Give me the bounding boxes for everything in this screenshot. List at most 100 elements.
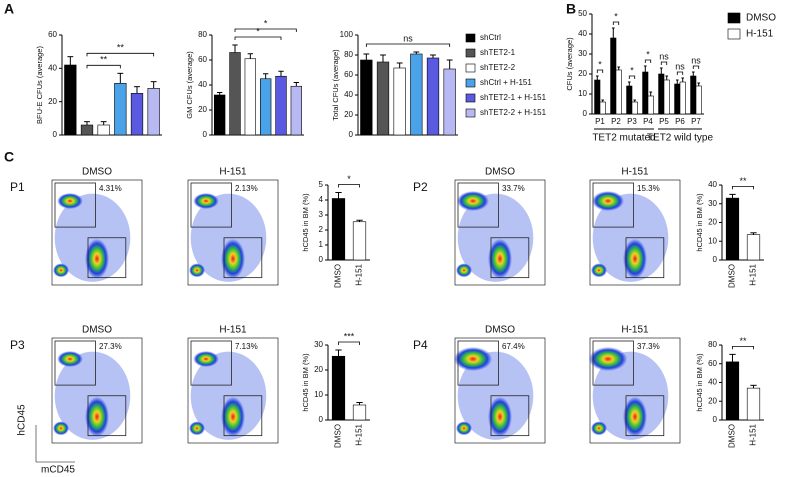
bar (259, 78, 272, 136)
significance-label: * (347, 174, 351, 184)
bar (393, 67, 406, 136)
cell-cluster (453, 347, 493, 371)
y-axis-label: Total CFUs (average) (331, 49, 340, 121)
patient-label: P3 (10, 338, 25, 352)
gate-percent: 33.7% (502, 184, 525, 193)
gate (592, 182, 634, 228)
cell-cluster (623, 396, 647, 437)
legend-swatch (465, 48, 476, 58)
cell-cluster (221, 238, 245, 279)
patient-label: P2 (413, 180, 428, 194)
panel-label: C (4, 149, 14, 165)
y-axis-label: hCD45 in BM (%) (301, 353, 310, 412)
gate-percent: 2.13% (235, 184, 258, 193)
bar (275, 75, 287, 136)
legend-swatch (465, 93, 476, 103)
cell-cluster (221, 396, 245, 437)
bar (376, 61, 390, 136)
significance-label: * (264, 18, 268, 28)
group-label: TET2 mutated (592, 133, 655, 144)
cell-cluster (591, 263, 607, 278)
y-tick-label: 100 (340, 30, 354, 39)
x-tick-label: H-151 (749, 423, 758, 445)
significance-label: ** (739, 336, 747, 346)
bar (214, 94, 226, 136)
bar (147, 88, 160, 136)
bar (331, 198, 346, 261)
y-tick-label: 0 (713, 415, 718, 424)
y-axis-label: CFUs (average) (565, 37, 574, 91)
significance-bracket (234, 28, 297, 32)
gate-percent: 37.3% (637, 342, 660, 351)
flow-y-label: hCD45 (17, 404, 28, 436)
x-tick-label: H-151 (749, 263, 758, 285)
bar (64, 64, 77, 136)
significance-bracket (86, 64, 121, 69)
panel-label: A (4, 1, 14, 17)
gate (223, 237, 263, 279)
bar (599, 101, 606, 115)
bar (594, 79, 601, 115)
axis-arrows (35, 425, 75, 463)
cell-cluster (85, 238, 109, 279)
gate (190, 340, 232, 386)
y-tick-label: 0 (319, 415, 324, 424)
y-tick-label: 60 (198, 55, 207, 64)
y-tick-label: 40 (198, 80, 207, 89)
cell-cluster (591, 421, 607, 436)
bar (352, 404, 367, 421)
y-tick-label: 5 (319, 180, 324, 189)
legend-swatch (465, 33, 476, 43)
y-tick-label: 20 (314, 365, 323, 374)
significance-label: *** (344, 331, 355, 341)
condition-label: DMSO (485, 167, 515, 178)
bar (229, 52, 241, 136)
gate (457, 182, 499, 228)
y-tick-label: 4 (319, 195, 324, 204)
flow-x-label: mCD45 (41, 465, 75, 476)
significance-bracket (732, 345, 754, 350)
bar (631, 101, 638, 115)
gate (87, 395, 127, 437)
cell-cluster (193, 193, 219, 209)
y-tick-label: 80 (344, 50, 353, 59)
cell-cluster (457, 191, 489, 211)
cell-cluster (189, 263, 205, 278)
y-axis-label: GM CFUs (average) (185, 51, 194, 119)
significance-bracket (338, 184, 360, 188)
y-tick-label: 80 (708, 340, 717, 349)
bar (331, 355, 346, 421)
legend-label: DMSO (746, 13, 776, 24)
y-axis-label: hCD45 in BM (%) (695, 353, 704, 412)
cell-cluster (488, 396, 512, 437)
x-tick-label: P1 (595, 117, 605, 126)
cell-cluster (53, 263, 69, 278)
y-tick-label: 30 (578, 49, 587, 58)
x-tick-label: DMSO (334, 264, 343, 288)
gate (54, 340, 96, 386)
y-tick-label: 20 (344, 110, 353, 119)
bar (642, 71, 649, 115)
significance-label: * (630, 65, 634, 75)
legend-label: shTET2-2 (480, 63, 516, 72)
flow-plot (51, 179, 143, 286)
significance-label: ns (675, 61, 685, 71)
y-axis-label: BFU-E CFUs (average) (35, 46, 44, 124)
y-tick-label: 60 (708, 359, 717, 368)
cell-cluster (456, 421, 472, 436)
bar (647, 95, 654, 115)
gate-percent: 67.4% (502, 342, 525, 351)
flow-plot (51, 337, 143, 444)
y-tick-label: 1 (319, 240, 324, 249)
y-tick-label: 30 (314, 340, 323, 349)
cell-cluster (57, 351, 83, 367)
gate-percent: 15.3% (637, 184, 660, 193)
flow-plot (454, 179, 546, 286)
bar (663, 79, 670, 115)
significance-label: * (256, 26, 260, 36)
bar (290, 85, 303, 136)
y-tick-label: 60 (344, 70, 353, 79)
significance-label: ** (739, 176, 747, 186)
x-tick-label: P4 (643, 117, 653, 126)
